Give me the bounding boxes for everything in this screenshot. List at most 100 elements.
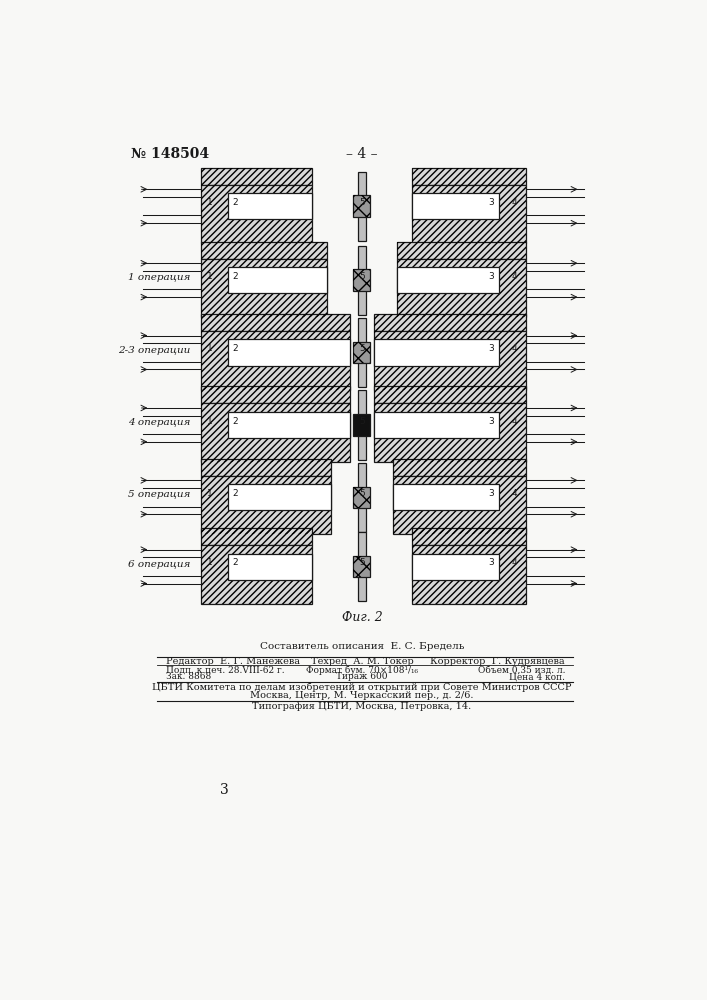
Text: 3: 3 [489, 417, 494, 426]
Text: Корректор  Г. Кудрявцева: Корректор Г. Кудрявцева [431, 657, 565, 666]
Bar [393, 476, 526, 534]
Text: 3: 3 [489, 558, 494, 567]
Text: 2: 2 [233, 489, 238, 498]
Bar [373, 314, 526, 331]
Bar [358, 318, 366, 387]
Text: 5: 5 [359, 344, 365, 353]
Bar [373, 403, 526, 462]
Bar [228, 339, 351, 366]
Bar [201, 403, 351, 462]
Text: 2: 2 [233, 558, 238, 567]
Text: 2: 2 [233, 344, 238, 353]
Bar [373, 386, 526, 403]
Text: 3: 3 [220, 783, 228, 797]
Bar [373, 386, 526, 403]
Text: 2: 2 [233, 198, 238, 207]
Bar [373, 403, 526, 462]
Bar [201, 528, 312, 545]
Text: Москва, Центр, М. Черкасский пер., д. 2/6.: Москва, Центр, М. Черкасский пер., д. 2/… [250, 691, 474, 700]
Text: 6 операция: 6 операция [128, 560, 191, 569]
Bar [358, 172, 366, 241]
Text: 2: 2 [233, 417, 238, 426]
Bar [201, 403, 351, 462]
Bar [354, 556, 370, 577]
Bar [393, 459, 526, 476]
Text: 1: 1 [207, 558, 213, 567]
Text: 4 операция: 4 операция [128, 418, 191, 427]
Text: 1: 1 [207, 489, 213, 498]
Text: 2: 2 [233, 272, 238, 281]
Text: 5: 5 [359, 272, 365, 281]
Text: Редактор  Е. Г. Манежева: Редактор Е. Г. Манежева [166, 657, 300, 666]
Text: Формат бум. 70×108¹/₁₆: Формат бум. 70×108¹/₁₆ [306, 665, 418, 675]
Bar [201, 185, 312, 243]
Bar [358, 390, 366, 460]
Text: 4: 4 [512, 344, 518, 353]
Bar [412, 168, 526, 185]
Bar [354, 269, 370, 291]
Text: 3: 3 [489, 272, 494, 281]
Bar [397, 242, 526, 259]
Bar [354, 487, 370, 508]
Bar [354, 487, 370, 508]
Bar [201, 242, 327, 259]
Text: 5: 5 [359, 489, 365, 498]
Bar [354, 342, 370, 363]
Bar [397, 259, 526, 317]
Bar [397, 259, 526, 317]
Bar [201, 314, 351, 331]
Text: 5: 5 [359, 417, 365, 426]
Bar [358, 463, 366, 532]
Text: 5 операция: 5 операция [128, 490, 191, 499]
Bar [201, 459, 331, 476]
Bar [412, 168, 526, 185]
Bar [201, 242, 327, 259]
Text: ЦБТИ Комитета по делам изобретений и открытий при Совете Министров СССР: ЦБТИ Комитета по делам изобретений и отк… [152, 683, 572, 692]
Bar [354, 414, 370, 436]
Text: Подп. к печ. 28.VIII-62 г.: Подп. к печ. 28.VIII-62 г. [166, 665, 284, 674]
Bar [412, 528, 526, 545]
Bar [201, 259, 327, 317]
Bar [373, 314, 526, 331]
Text: 1 операция: 1 операция [128, 273, 191, 282]
Text: Фиг. 2: Фиг. 2 [341, 611, 382, 624]
Bar [412, 528, 526, 545]
Bar [354, 342, 370, 363]
Bar [201, 476, 331, 534]
Bar [201, 185, 312, 243]
Text: 1: 1 [207, 344, 213, 353]
Text: Техред  А. М. Токер: Техред А. М. Токер [310, 657, 414, 666]
Text: Тираж 600: Тираж 600 [337, 672, 387, 681]
Text: 3: 3 [489, 489, 494, 498]
Bar [412, 185, 526, 243]
Bar [201, 459, 331, 476]
Bar [228, 267, 327, 293]
Bar [201, 386, 351, 403]
Bar [201, 314, 351, 331]
Bar [201, 528, 312, 545]
Bar [354, 195, 370, 217]
Text: 5: 5 [359, 558, 365, 567]
Text: 4: 4 [512, 489, 518, 498]
Bar [412, 193, 499, 219]
Bar [358, 532, 366, 601]
Bar [228, 554, 312, 580]
Bar [201, 331, 351, 389]
Text: 5: 5 [359, 198, 365, 207]
Text: 1: 1 [207, 417, 213, 426]
Bar [354, 556, 370, 577]
Bar [412, 545, 526, 604]
Text: 3: 3 [489, 198, 494, 207]
Bar [393, 459, 526, 476]
Bar [393, 476, 526, 534]
Text: № 148504: № 148504 [131, 147, 209, 161]
Bar [201, 259, 327, 317]
Bar [201, 168, 312, 185]
Bar [228, 193, 312, 219]
Text: 4: 4 [512, 198, 518, 207]
Text: 4: 4 [512, 417, 518, 426]
Bar [201, 545, 312, 604]
Bar [393, 484, 499, 510]
Bar [412, 185, 526, 243]
Text: Объем 0,35 изд. л.: Объем 0,35 изд. л. [477, 665, 565, 674]
